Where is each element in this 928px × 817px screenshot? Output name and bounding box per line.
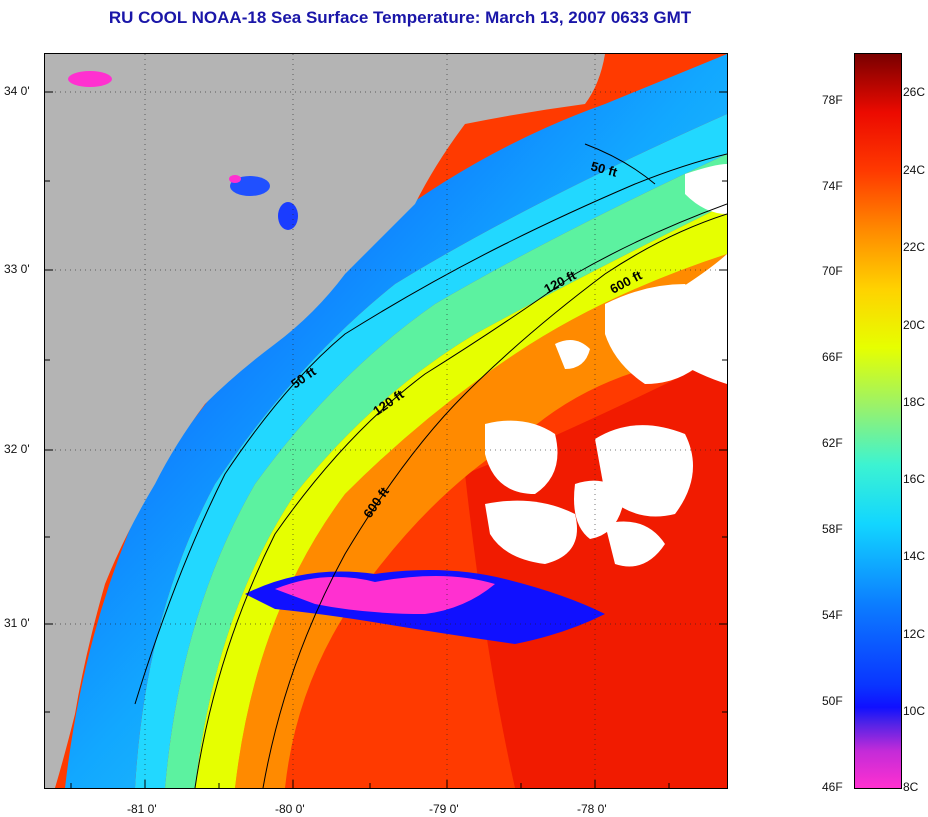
colorbar-c-12: 12C [903, 627, 926, 641]
colorbar-f-58: 58F [822, 522, 843, 536]
colorbar-c-8: 8C [903, 780, 919, 794]
colorbar-f-70: 70F [822, 264, 843, 278]
axis-ticks [45, 91, 727, 788]
colorbar-f-54: 54F [822, 608, 843, 622]
lat-label-34: 34 0' [4, 84, 30, 98]
colorbar-f-66: 66F [822, 350, 843, 364]
colorbar-c-20: 20C [903, 318, 926, 332]
colorbar-f-50: 50F [822, 694, 843, 708]
colorbar-f-78: 78F [822, 93, 843, 107]
lat-label-33: 33 0' [4, 262, 30, 276]
lon-label-81: -81 0' [127, 802, 157, 816]
isobath-contours [134, 143, 727, 788]
colorbar-c-22: 22C [903, 240, 926, 254]
colorbar-f-62: 62F [822, 436, 843, 450]
contour-label-50ft-north: 50 ft [589, 158, 619, 180]
colorbar-c-24: 24C [903, 163, 926, 177]
colorbar-c-14: 14C [903, 549, 926, 563]
lon-label-79: -79 0' [429, 802, 459, 816]
map-title: RU COOL NOAA-18 Sea Surface Temperature:… [108, 8, 692, 27]
sst-map: 50 ft 120 ft 600 ft 50 ft 120 ft 600 ft [44, 53, 728, 789]
colorbar-c-16: 16C [903, 472, 926, 486]
colorbar-c-10: 10C [903, 704, 926, 718]
colorbar-c-18: 18C [903, 395, 926, 409]
lon-label-80: -80 0' [275, 802, 305, 816]
lat-label-31: 31 0' [4, 616, 30, 630]
sst-map-image: 50 ft 120 ft 600 ft 50 ft 120 ft 600 ft [45, 54, 727, 788]
colorbar-f-46: 46F [822, 780, 843, 794]
temperature-colorbar [854, 53, 902, 789]
colorbar-f-74: 74F [822, 179, 843, 193]
land-mass [45, 54, 605, 788]
colorbar-c-26: 26C [903, 85, 926, 99]
grid-lines [45, 54, 727, 788]
cloud-cover [485, 164, 727, 567]
lat-label-32: 32 0' [4, 442, 30, 456]
lon-label-78: -78 0' [577, 802, 607, 816]
